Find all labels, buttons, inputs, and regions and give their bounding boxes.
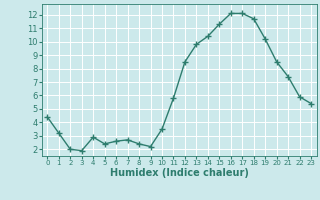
X-axis label: Humidex (Indice chaleur): Humidex (Indice chaleur) — [110, 168, 249, 178]
